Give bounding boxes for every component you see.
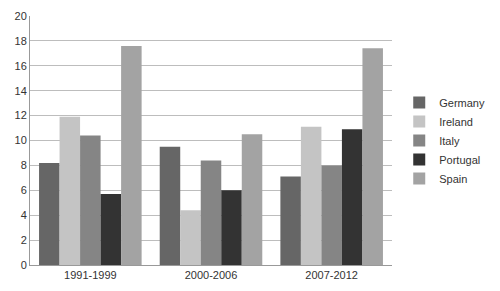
svg-text:4: 4	[21, 209, 27, 221]
svg-text:10: 10	[15, 134, 27, 146]
svg-text:20: 20	[15, 10, 27, 22]
svg-text:Spain: Spain	[439, 173, 467, 185]
svg-text:14: 14	[15, 85, 27, 97]
svg-text:Ireland: Ireland	[439, 116, 473, 128]
svg-text:0: 0	[21, 259, 27, 271]
svg-text:12: 12	[15, 109, 27, 121]
svg-text:Italy: Italy	[439, 135, 460, 147]
svg-text:18: 18	[15, 35, 27, 47]
svg-text:8: 8	[21, 159, 27, 171]
svg-text:1991-1999: 1991-1999	[64, 269, 117, 281]
svg-text:2: 2	[21, 234, 27, 246]
svg-text:Portugal: Portugal	[439, 154, 480, 166]
svg-text:Germany: Germany	[439, 97, 485, 109]
svg-text:6: 6	[21, 184, 27, 196]
svg-text:2000-2006: 2000-2006	[185, 269, 238, 281]
svg-text:16: 16	[15, 60, 27, 72]
svg-text:2007-2012: 2007-2012	[305, 269, 358, 281]
